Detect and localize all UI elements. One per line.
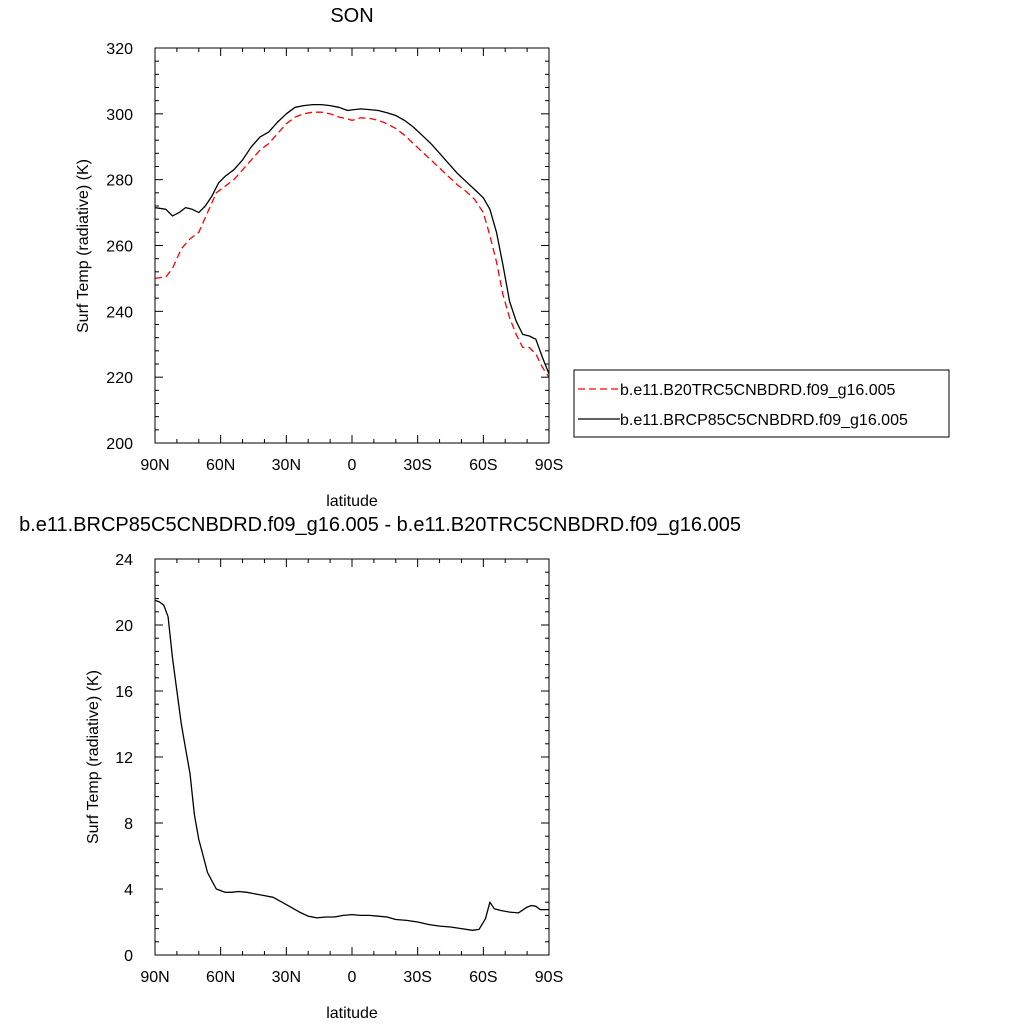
top-x-tick-label: 30N (272, 457, 301, 474)
bottom-x-tick-label: 60N (206, 969, 235, 986)
bottom-plot-frame (154, 558, 550, 956)
top-series-layer (154, 103, 550, 378)
bottom-panel: b.e11.BRCP85C5CNBDRD.f09_g16.005 - b.e11… (19, 514, 741, 1022)
bottom-ticks-layer: 90N 60N 30N 0 30S 60S 90S 0 4 8 12 16 20 24 (115, 552, 563, 986)
top-plot-frame (154, 47, 550, 444)
bottom-chart-title: b.e11.BRCP85C5CNBDRD.f09_g16.005 - b.e11… (19, 514, 741, 536)
bottom-series-layer (154, 599, 549, 931)
bottom-y-tick-label: 12 (115, 750, 133, 767)
bottom-y-axis-label: Surf Temp (radiative) (K) (85, 670, 102, 844)
bottom-x-tick-label: 60S (469, 969, 497, 986)
top-series-line-1 (154, 103, 550, 375)
bottom-y-tick-label: 4 (124, 882, 133, 899)
top-y-tick-label: 300 (106, 107, 133, 124)
legend-box (573, 369, 950, 438)
bottom-x-axis-label: latitude (326, 1005, 378, 1022)
top-y-tick-label: 280 (106, 173, 133, 190)
top-series-line-0 (154, 111, 550, 378)
top-ticks-layer: 90N 60N 30N 0 30S 60S 90S 200 220 240 260 280 300 320 (106, 41, 563, 474)
top-chart-title: SON (330, 5, 373, 27)
legend-entry-historical: b.e11.B20TRC5CNBDRD.f09_g16.005 (620, 382, 896, 399)
top-y-tick-label: 260 (106, 239, 133, 256)
bottom-x-tick-label: 90N (140, 969, 169, 986)
top-y-tick-label: 320 (106, 41, 133, 58)
bottom-y-tick-label: 24 (115, 552, 133, 569)
bottom-y-tick-label: 16 (115, 684, 133, 701)
top-panel: SON 90N 60N 30N 0 30S 60S 90S 200 220 240 260 280 30… (75, 5, 950, 510)
bottom-x-tick-label: 30S (403, 969, 431, 986)
bottom-series-line-0 (154, 599, 549, 931)
bottom-y-tick-label: 20 (115, 618, 133, 635)
top-y-axis-label: Surf Temp (radiative) (K) (75, 159, 92, 333)
legend: b.e11.B20TRC5CNBDRD.f09_g16.005 b.e11.BR… (573, 369, 950, 438)
top-y-tick-label: 220 (106, 370, 133, 387)
bottom-y-tick-label: 8 (124, 816, 133, 833)
top-x-tick-label: 60N (206, 457, 235, 474)
top-x-tick-label: 60S (469, 457, 497, 474)
top-x-tick-label: 90N (140, 457, 169, 474)
bottom-x-tick-label: 30N (272, 969, 301, 986)
top-x-tick-label: 30S (403, 457, 431, 474)
top-x-axis-label: latitude (326, 493, 378, 510)
top-x-tick-label: 0 (348, 457, 357, 474)
bottom-x-tick-label: 90S (535, 969, 563, 986)
bottom-x-tick-label: 0 (348, 969, 357, 986)
bottom-y-tick-label: 0 (124, 948, 133, 965)
top-y-tick-label: 240 (106, 304, 133, 321)
top-x-tick-label: 90S (535, 457, 563, 474)
top-y-tick-label: 200 (106, 436, 133, 453)
legend-entry-rcp85: b.e11.BRCP85C5CNBDRD.f09_g16.005 (620, 412, 908, 429)
